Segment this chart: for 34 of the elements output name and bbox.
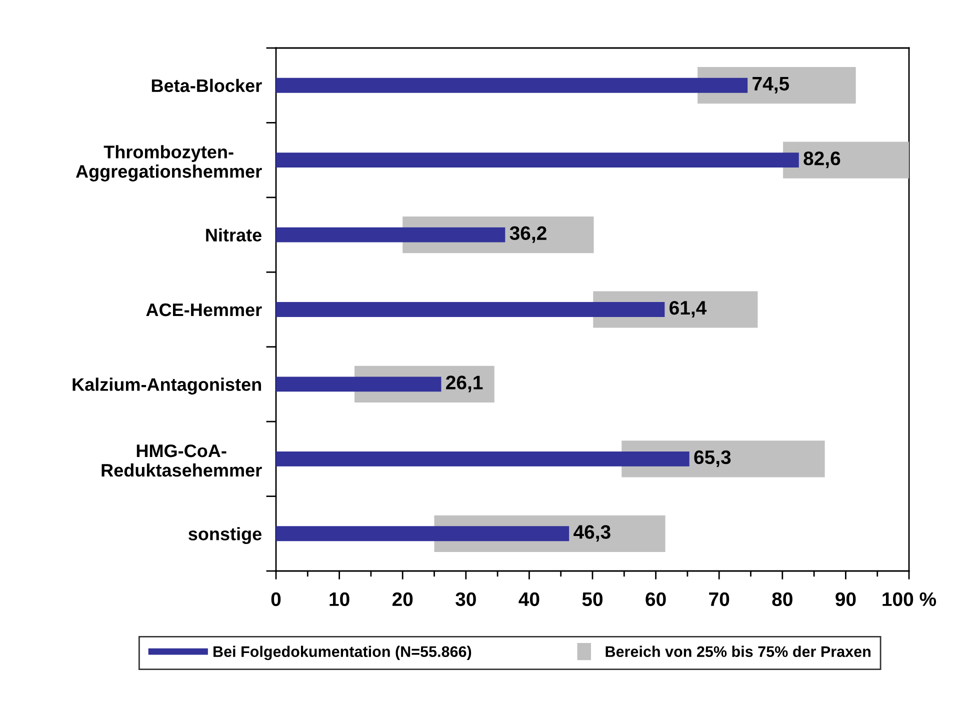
- y-tick-label: sonstige: [188, 527, 262, 544]
- y-tick-label: Thrombozyten- Aggregationshemmer: [76, 145, 262, 182]
- x-tick-label: 30: [456, 592, 476, 606]
- data-label: 65,3: [694, 450, 731, 467]
- x-tick-label: 100 %: [882, 592, 936, 606]
- x-tick-label: 10: [330, 592, 350, 606]
- x-tick-label: 0: [271, 592, 281, 606]
- x-tick-label: 50: [582, 592, 603, 606]
- bar: [276, 451, 690, 466]
- bar: [276, 78, 748, 93]
- y-tick-label: Kalzium-Antagonisten: [72, 378, 262, 395]
- bar: [276, 152, 799, 168]
- x-tick-label: 80: [772, 592, 792, 606]
- data-label: 82,6: [804, 152, 840, 168]
- bar: [276, 526, 570, 542]
- bar: [276, 302, 665, 317]
- x-tick-label: 60: [646, 592, 666, 606]
- x-tick-label: 40: [518, 592, 540, 606]
- data-label: 26,1: [446, 376, 483, 392]
- bar: [276, 227, 506, 242]
- y-tick-label: ACE-Hemmer: [146, 303, 262, 316]
- bar: [276, 376, 442, 392]
- x-tick-label: 20: [392, 592, 413, 606]
- data-label: 46,3: [574, 525, 610, 542]
- legend-label: Bei Folgedokumentation (N=55.866): [214, 646, 472, 660]
- y-tick-label: HMG-CoA- Reduktasehemmer: [102, 444, 262, 477]
- data-label: 61,4: [670, 300, 707, 318]
- data-label: 36,2: [510, 226, 546, 243]
- x-tick-label: 90: [836, 592, 856, 606]
- y-tick-label: Nitrate: [206, 228, 262, 242]
- y-tick-label: Beta-Blocker: [152, 78, 262, 92]
- x-tick-label: 70: [709, 592, 730, 606]
- data-label: 74,5: [752, 77, 790, 94]
- legend-label: Bereich von 25% bis 75% der Praxen: [606, 646, 870, 658]
